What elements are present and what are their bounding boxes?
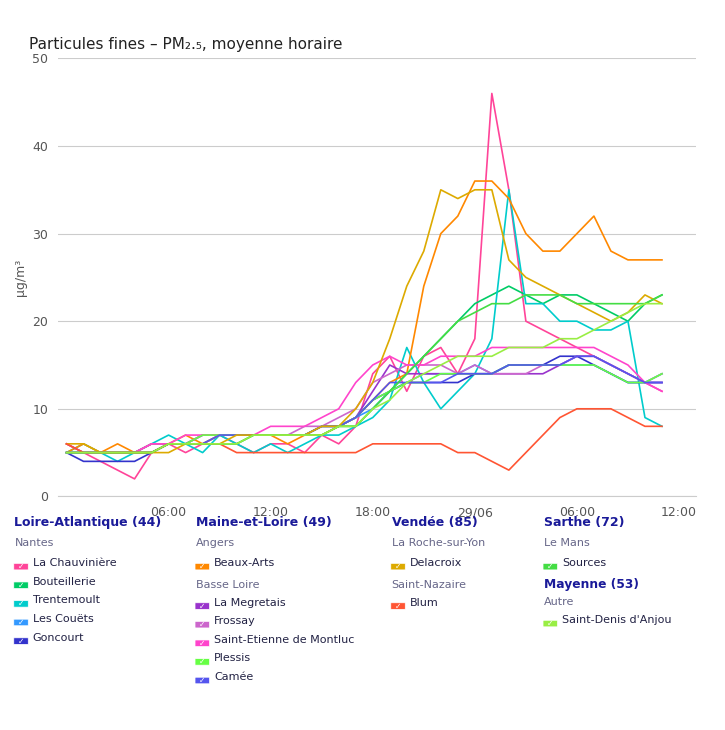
Text: ✓: ✓ [18,581,24,590]
FancyBboxPatch shape [391,564,405,570]
Text: ✓: ✓ [547,562,553,571]
Text: ✓: ✓ [395,562,401,571]
Text: Trentemoult: Trentemoult [33,596,99,605]
Text: Sources: Sources [562,558,606,568]
Text: ✓: ✓ [18,618,24,627]
Text: Beaux-Arts: Beaux-Arts [214,558,275,568]
Text: Loire-Atlantique (44): Loire-Atlantique (44) [14,516,162,529]
Text: Goncourt: Goncourt [33,633,84,642]
FancyBboxPatch shape [14,582,28,588]
Text: Frossay: Frossay [214,616,256,626]
Text: La Megretais: La Megretais [214,598,286,607]
FancyBboxPatch shape [195,658,210,665]
Text: La Roche-sur-Yon: La Roche-sur-Yon [392,538,485,548]
Text: Nantes: Nantes [14,538,54,548]
Text: Particules fines – PM₂.₅, moyenne horaire: Particules fines – PM₂.₅, moyenne horair… [29,36,342,52]
Text: Vendée (85): Vendée (85) [392,516,477,529]
FancyBboxPatch shape [195,677,210,684]
Text: Saint-Denis d'Anjou: Saint-Denis d'Anjou [562,615,671,625]
Text: Les Couëts: Les Couëts [33,614,94,624]
Text: Camée: Camée [214,672,253,682]
FancyBboxPatch shape [14,638,28,645]
FancyBboxPatch shape [14,619,28,626]
FancyBboxPatch shape [195,621,210,628]
FancyBboxPatch shape [14,564,28,570]
Text: Mayenne (53): Mayenne (53) [544,577,639,591]
Text: Maine-et-Loire (49): Maine-et-Loire (49) [196,516,331,529]
FancyBboxPatch shape [195,603,210,610]
Y-axis label: µg/m³: µg/m³ [14,258,27,296]
Text: Angers: Angers [196,538,235,548]
Text: Blum: Blum [410,598,439,607]
Text: Autre: Autre [544,597,574,607]
Text: ✓: ✓ [395,602,401,610]
Text: Plessis: Plessis [214,653,251,664]
Text: Saint-Nazaire: Saint-Nazaire [392,580,466,590]
Text: ✓: ✓ [199,602,205,610]
Text: ✓: ✓ [18,599,24,608]
FancyBboxPatch shape [543,620,558,627]
Text: Le Mans: Le Mans [544,538,589,548]
Text: ✓: ✓ [18,562,24,571]
FancyBboxPatch shape [195,564,210,570]
Text: Delacroix: Delacroix [410,558,462,568]
Text: Bouteillerie: Bouteillerie [33,577,96,587]
Text: Basse Loire: Basse Loire [196,580,260,590]
Text: La Chauvinière: La Chauvinière [33,558,116,568]
Text: Saint-Etienne de Montluc: Saint-Etienne de Montluc [214,635,355,645]
Text: ✓: ✓ [199,658,205,666]
Text: ✓: ✓ [18,637,24,645]
FancyBboxPatch shape [14,601,28,607]
Text: ✓: ✓ [199,562,205,571]
FancyBboxPatch shape [195,640,210,647]
Text: ✓: ✓ [199,639,205,648]
Text: ✓: ✓ [199,620,205,629]
Text: Sarthe (72): Sarthe (72) [544,516,624,529]
Text: ✓: ✓ [199,676,205,685]
FancyBboxPatch shape [391,603,405,610]
FancyBboxPatch shape [543,564,558,570]
Text: ✓: ✓ [547,619,553,628]
